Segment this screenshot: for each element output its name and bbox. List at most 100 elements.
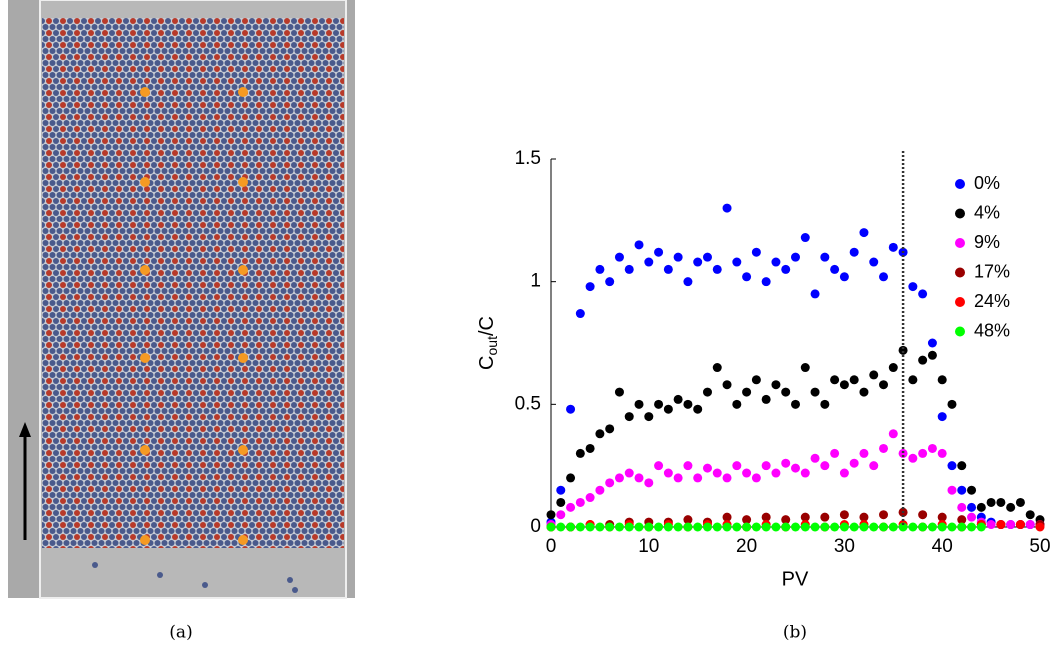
point [654, 399, 664, 409]
point [976, 502, 986, 512]
point [575, 522, 585, 532]
point [830, 264, 840, 274]
point [839, 522, 849, 532]
x-tick-label: 0 [546, 536, 557, 557]
point [888, 242, 898, 252]
point [967, 512, 977, 522]
point [595, 264, 605, 274]
point [575, 497, 585, 507]
legend-marker [955, 179, 965, 189]
point [869, 461, 879, 471]
point [556, 497, 566, 507]
point [937, 522, 947, 532]
legend-marker [955, 238, 965, 248]
legend-marker [955, 267, 965, 278]
point [605, 522, 615, 532]
point [556, 522, 566, 532]
point [644, 257, 654, 267]
point [673, 522, 683, 532]
legend-marker [955, 208, 965, 219]
y-tick-label: 1 [530, 271, 541, 292]
point [820, 399, 830, 409]
point [859, 448, 869, 458]
point [712, 264, 722, 274]
y-axis-label-part: C [476, 356, 498, 370]
point [820, 252, 830, 262]
point [937, 512, 947, 522]
point [908, 453, 918, 463]
point [585, 493, 595, 503]
point [556, 485, 566, 495]
point [879, 510, 889, 520]
point [634, 473, 644, 483]
point [967, 522, 977, 532]
point [683, 399, 693, 409]
point [967, 485, 977, 495]
point [624, 522, 634, 532]
point [654, 522, 664, 532]
point [927, 350, 937, 360]
point [712, 522, 722, 532]
point [1006, 520, 1016, 530]
point [761, 522, 771, 532]
point [859, 228, 869, 238]
point [663, 404, 673, 414]
point [800, 522, 810, 532]
point [937, 448, 947, 458]
point [566, 404, 576, 414]
point [888, 429, 898, 439]
point [614, 473, 624, 483]
point [918, 510, 928, 520]
point [908, 375, 918, 385]
panel-a-image [8, 0, 355, 599]
point [1015, 497, 1025, 507]
point [957, 502, 967, 512]
legend-marker [955, 326, 965, 337]
point [605, 424, 615, 434]
legend-label: 0% [974, 173, 1000, 193]
point [976, 522, 986, 532]
point [683, 522, 693, 532]
point [771, 380, 781, 390]
point [663, 468, 673, 478]
point [644, 412, 654, 422]
point [791, 522, 800, 532]
point [742, 272, 752, 282]
point [957, 522, 967, 532]
x-tick-label: 20 [736, 536, 757, 557]
point [888, 522, 898, 532]
point [722, 522, 732, 532]
point [810, 522, 820, 532]
point [830, 448, 840, 458]
point [791, 463, 800, 473]
point [771, 468, 781, 478]
point [605, 478, 615, 488]
point [742, 387, 752, 397]
point [1015, 520, 1025, 530]
point [595, 485, 605, 495]
point [556, 510, 566, 520]
point [791, 399, 800, 409]
point [820, 522, 830, 532]
point [546, 522, 556, 532]
point [859, 387, 869, 397]
point [751, 375, 761, 385]
point [810, 387, 820, 397]
point [859, 512, 869, 522]
y-tick-label: 0 [530, 516, 541, 537]
point [634, 240, 644, 250]
point [810, 289, 820, 299]
point [967, 502, 977, 512]
point [781, 387, 791, 397]
point [702, 522, 712, 532]
point [898, 448, 908, 458]
point [947, 485, 957, 495]
legend-label: 4% [974, 202, 1000, 222]
legend-label: 48% [974, 320, 1010, 340]
point [683, 277, 693, 287]
x-tick-label: 30 [834, 536, 855, 557]
point [849, 247, 859, 257]
point [566, 473, 576, 483]
point [839, 380, 849, 390]
point [879, 380, 889, 390]
